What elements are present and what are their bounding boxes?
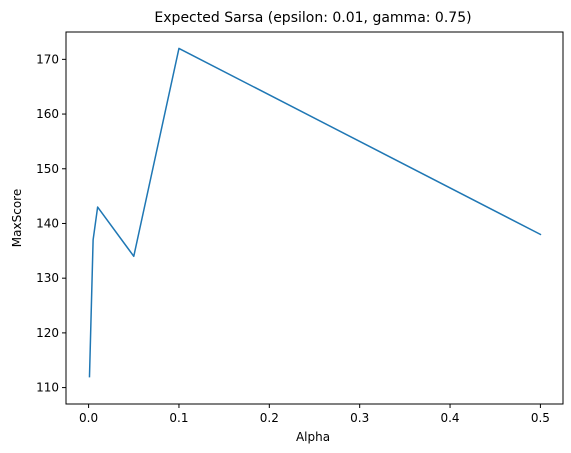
x-tick-label: 0.3	[350, 411, 369, 425]
y-tick-label: 170	[36, 52, 59, 66]
y-tick-label: 140	[36, 216, 59, 230]
y-tick-label: 120	[36, 326, 59, 340]
series-line-0	[88, 47, 542, 378]
y-tick-label: 160	[36, 107, 59, 121]
x-axis-label: Alpha	[296, 430, 330, 444]
y-tick-label: 150	[36, 162, 59, 176]
x-tick-label: 0.1	[169, 411, 188, 425]
chart-title: Expected Sarsa (epsilon: 0.01, gamma: 0.…	[154, 10, 471, 26]
x-tick-label: 0.0	[79, 411, 98, 425]
y-axis-label: MaxScore	[10, 189, 24, 247]
y-tick-label: 110	[36, 381, 59, 395]
plot-area-frame	[65, 31, 564, 405]
x-tick-label: 0.5	[531, 411, 550, 425]
x-tick-label: 0.2	[260, 411, 279, 425]
x-tick-label: 0.4	[440, 411, 459, 425]
y-tick-label: 130	[36, 271, 59, 285]
